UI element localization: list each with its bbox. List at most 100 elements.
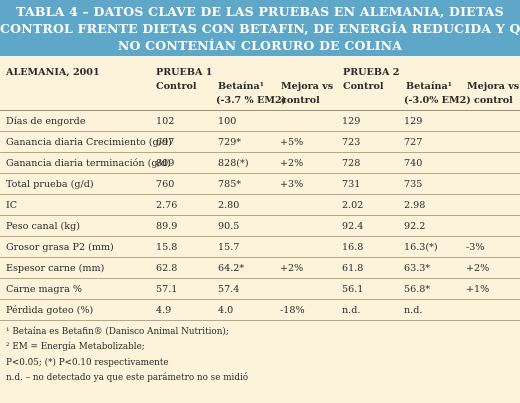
- footnote-2: ² EM = Energía Metabolizable;: [6, 342, 145, 353]
- mejora-1-value: [280, 111, 342, 132]
- control-2-value: n.d.: [342, 299, 404, 321]
- control-1-value: 760: [156, 173, 218, 195]
- table-header: ALEMANIA, 2001 PRUEBA 1 Control Betaína¹…: [0, 56, 520, 111]
- table-row: Ganancia diaria terminación (g/d) 809 828(…: [0, 152, 520, 174]
- header-betaina-2: Betaína¹: [406, 81, 452, 92]
- betaina-1-value: 785*: [218, 173, 280, 195]
- control-2-value: 728: [342, 152, 404, 174]
- control-1-value: 15.8: [156, 236, 218, 258]
- row-label: Carne magra %: [0, 278, 156, 300]
- control-1-value: 62.8: [156, 257, 218, 279]
- control-2-value: 723: [342, 131, 404, 153]
- header-mejora-1-a: Mejora vs: [281, 81, 334, 92]
- control-1-value: 102: [156, 111, 218, 132]
- table-body: Días de engorde 102 100 129 129 Ganancia diar…: [0, 111, 520, 321]
- mejora-2-value: [466, 194, 520, 216]
- row-label: Total prueba (g/d): [0, 173, 156, 195]
- row-label: Espesor carne (mm): [0, 257, 156, 279]
- row-label: Peso canal (kg): [0, 215, 156, 237]
- betaina-1-value: 57.4: [218, 278, 280, 300]
- control-1-value: 809: [156, 152, 218, 174]
- betaina-1-value: 90.5: [218, 215, 280, 237]
- table-title: TABLA 4 – DATOS CLAVE DE LAS PRUEBAS EN …: [0, 0, 520, 56]
- row-label: Grosor grasa P2 (mm): [0, 236, 156, 258]
- mejora-2-value: [466, 131, 520, 153]
- control-1-value: 57.1: [156, 278, 218, 300]
- mejora-1-value: [280, 215, 342, 237]
- header-control-1: Control: [156, 81, 197, 92]
- betaina-2-value: 740: [404, 152, 466, 174]
- betaina-2-value: 735: [404, 173, 466, 195]
- betaina-1-value: 64.2*: [218, 257, 280, 279]
- control-1-value: 89.9: [156, 215, 218, 237]
- betaina-1-value: 4.0: [218, 299, 280, 321]
- row-label: IC: [0, 194, 156, 216]
- footnote-1: ¹ Betaína es Betafin® (Danisco Animal Nu…: [6, 327, 229, 337]
- mejora-1-value: +2%: [280, 257, 342, 279]
- footnotes: ¹ Betaína es Betafin® (Danisco Animal Nu…: [0, 321, 520, 386]
- mejora-2-value: +2%: [466, 257, 520, 279]
- data-table: Días de engorde 102 100 129 129 Ganancia diar…: [0, 111, 520, 321]
- mejora-2-value: +1%: [466, 278, 520, 300]
- control-2-value: 56.1: [342, 278, 404, 300]
- table-row: Pérdida goteo (%) 4.9 4.0 -18% n.d. n.d.: [0, 299, 520, 321]
- row-label: Días de engorde: [0, 111, 156, 132]
- table-row: Grosor grasa P2 (mm) 15.8 15.7 16.8 16.3(*) -…: [0, 236, 520, 258]
- table-row: Peso canal (kg) 89.9 90.5 92.4 92.2: [0, 215, 520, 237]
- mejora-1-value: +3%: [280, 173, 342, 195]
- header-country: ALEMANIA, 2001: [6, 67, 100, 78]
- betaina-2-value: 16.3(*): [404, 236, 466, 258]
- header-betaina-2-sub: (-3.0% EM2): [404, 95, 471, 106]
- header-control-2: Control: [343, 81, 384, 92]
- betaina-1-value: 15.7: [218, 236, 280, 258]
- betaina-1-value: 100: [218, 111, 280, 132]
- header-mejora-1-b: control: [281, 95, 320, 106]
- title-line-3: NO CONTENÍAN CLORURO DE COLINA: [117, 38, 403, 53]
- betaina-2-value: 727: [404, 131, 466, 153]
- betaina-2-value: 92.2: [404, 215, 466, 237]
- betaina-2-value: 2.98: [404, 194, 466, 216]
- mejora-2-value: [466, 215, 520, 237]
- header-mejora-2-a: Mejora vs: [467, 81, 520, 92]
- mejora-2-value: [466, 111, 520, 132]
- betaina-2-value: n.d.: [404, 299, 466, 321]
- mejora-1-value: +2%: [280, 152, 342, 174]
- betaina-1-value: 729*: [218, 131, 280, 153]
- betaina-2-value: 129: [404, 111, 466, 132]
- header-mejora-2-b: control: [474, 95, 513, 106]
- table-row: Ganancia diaria Crecimiento (g/d) 697 729*…: [0, 131, 520, 153]
- row-label: Pérdida goteo (%): [0, 299, 156, 321]
- title-line-1: TABLA 4 – DATOS CLAVE DE LAS PRUEBAS EN …: [16, 4, 504, 19]
- table-row: Total prueba (g/d) 760 785* +3% 731 735: [0, 173, 520, 195]
- row-label: Ganancia diaria terminación (g/d): [0, 152, 171, 174]
- mejora-1-value: [280, 194, 342, 216]
- control-1-value: 2.76: [156, 194, 218, 216]
- title-line-2: CONTROL FRENTE DIETAS CON BETAFIN, DE EN…: [0, 21, 520, 36]
- mejora-2-value: [466, 173, 520, 195]
- header-betaina-1-sub: (-3.7 % EM2): [216, 95, 287, 106]
- mejora-1-value: [280, 236, 342, 258]
- header-trial-1: PRUEBA 1: [156, 67, 213, 78]
- footnote-3: P<0.05; (*) P<0.10 respectivamente: [6, 357, 169, 368]
- header-trial-2: PRUEBA 2: [343, 67, 400, 78]
- mejora-1-value: [280, 278, 342, 300]
- betaina-1-value: 828(*): [218, 152, 280, 174]
- footnote-4: n.d. – no detectado ya que este parámetr…: [6, 372, 249, 383]
- betaina-1-value: 2.80: [218, 194, 280, 216]
- mejora-2-value: -3%: [466, 236, 520, 258]
- control-2-value: 2.02: [342, 194, 404, 216]
- control-2-value: 731: [342, 173, 404, 195]
- control-1-value: 697: [156, 131, 218, 153]
- mejora-2-value: [466, 152, 520, 174]
- mejora-1-value: +5%: [280, 131, 342, 153]
- control-2-value: 92.4: [342, 215, 404, 237]
- mejora-1-value: -18%: [280, 299, 342, 321]
- control-2-value: 16.8: [342, 236, 404, 258]
- control-2-value: 129: [342, 111, 404, 132]
- header-betaina-1: Betaína¹: [218, 81, 264, 92]
- control-1-value: 4.9: [156, 299, 218, 321]
- betaina-2-value: 63.3*: [404, 257, 466, 279]
- row-label: Ganancia diaria Crecimiento (g/d): [0, 131, 172, 153]
- betaina-2-value: 56.8*: [404, 278, 466, 300]
- table-row: Espesor carne (mm) 62.8 64.2* +2% 61.8 63.3* +…: [0, 257, 520, 279]
